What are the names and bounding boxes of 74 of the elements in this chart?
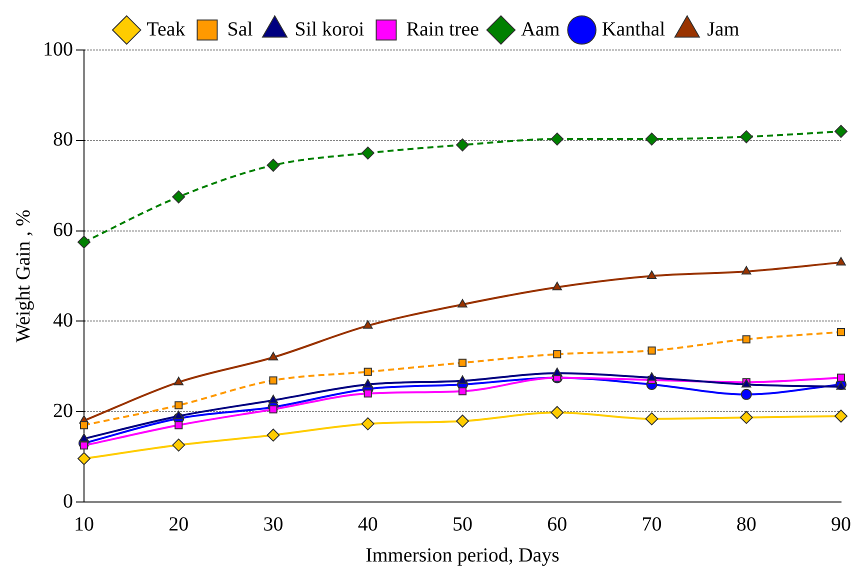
point — [456, 414, 469, 428]
point — [363, 320, 373, 329]
point — [266, 428, 280, 442]
point — [740, 130, 753, 144]
y-tick-label: 100 — [43, 38, 73, 60]
legend-label: Rain tree — [406, 18, 480, 40]
point — [458, 298, 468, 308]
point — [174, 421, 183, 430]
point — [268, 352, 278, 360]
point — [172, 438, 186, 452]
point — [269, 376, 278, 384]
point — [834, 124, 848, 138]
point — [553, 350, 562, 358]
y-tick-label: 40 — [53, 309, 73, 332]
point — [174, 401, 183, 410]
point — [552, 282, 562, 290]
point — [174, 376, 184, 386]
y-tick-label: 60 — [53, 219, 73, 242]
point — [266, 158, 280, 172]
point — [364, 389, 372, 398]
x-tick-label: 90 — [831, 513, 851, 536]
point — [740, 410, 753, 424]
point — [836, 374, 846, 382]
x-tick-label: 20 — [168, 513, 189, 536]
point — [458, 375, 468, 384]
legend-label: Sal — [227, 18, 254, 40]
point — [742, 266, 752, 274]
point — [648, 346, 656, 355]
point — [836, 328, 846, 336]
point — [364, 368, 372, 376]
x-tick-label: 30 — [263, 513, 284, 536]
point — [269, 405, 278, 414]
point — [740, 388, 752, 400]
point — [834, 410, 848, 423]
point — [836, 256, 846, 266]
point — [645, 132, 658, 146]
x-tick-label: 70 — [642, 513, 662, 536]
y-tick-label: 20 — [53, 400, 73, 422]
point — [836, 381, 846, 390]
point — [646, 270, 657, 279]
point — [645, 412, 658, 426]
point — [80, 441, 88, 450]
x-axis-title: Immersion period, Days — [366, 544, 560, 566]
point — [80, 421, 88, 430]
legend-label: Teak — [146, 18, 186, 40]
point — [458, 358, 467, 367]
point — [550, 132, 564, 146]
point — [78, 236, 90, 249]
legend-label: Aam — [520, 18, 560, 40]
point — [550, 406, 564, 420]
point — [456, 138, 469, 152]
x-tick-label: 50 — [452, 513, 472, 536]
point — [552, 368, 562, 376]
point — [646, 372, 657, 381]
point — [361, 146, 374, 160]
point — [363, 378, 373, 388]
x-tick-label: 10 — [74, 513, 94, 536]
y-tick-label: 80 — [53, 128, 73, 151]
x-tick-label: 60 — [547, 513, 568, 536]
point — [78, 452, 90, 466]
legend-label: Kanthal — [602, 18, 666, 40]
y-tick-label: 0 — [63, 490, 73, 512]
point — [458, 387, 467, 396]
y-axis-title: Weight Gain , % — [12, 210, 34, 342]
point — [174, 410, 184, 420]
legend-label: Jam — [707, 18, 740, 40]
point — [268, 394, 278, 404]
point — [79, 433, 89, 442]
point — [172, 190, 186, 204]
point — [742, 335, 750, 344]
x-tick-label: 80 — [736, 513, 756, 536]
point — [361, 417, 374, 430]
legend-label: Sil koroi — [294, 18, 365, 40]
x-tick-label: 40 — [358, 513, 378, 536]
